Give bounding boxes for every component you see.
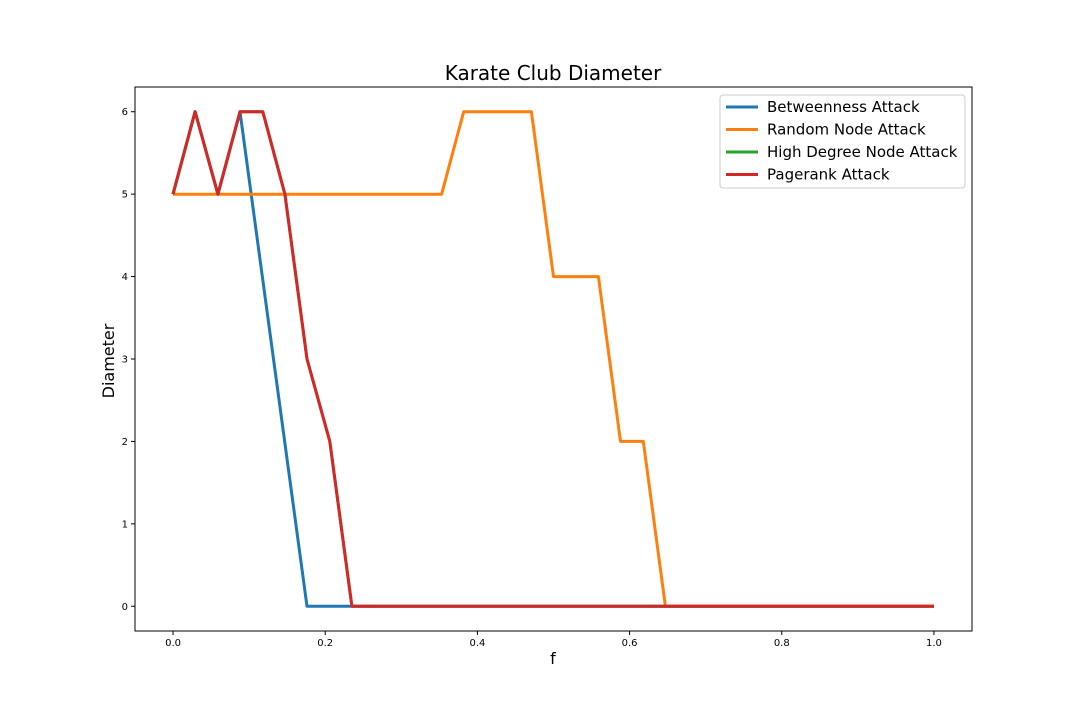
legend-label: Random Node Attack: [767, 121, 926, 139]
y-tick-label: 4: [122, 272, 128, 283]
y-axis-label: Diameter: [99, 323, 118, 398]
legend-label: High Degree Node Attack: [767, 143, 958, 161]
x-tick-label: 0.8: [774, 638, 790, 649]
y-tick-label: 6: [122, 107, 128, 118]
legend-box: [719, 94, 966, 189]
series-line-pagerank-attack: [171, 110, 934, 608]
series-layer: [171, 110, 934, 608]
y-axis: 0 1 2 3 4 5 6: [122, 107, 135, 613]
x-tick-label: 0.6: [622, 638, 638, 649]
legend-label: Pagerank Attack: [767, 166, 890, 184]
x-axis-label: f: [550, 649, 556, 668]
y-tick-label: 3: [122, 355, 128, 366]
x-axis: 0.0 0.2 0.4 0.6 0.8 1.0: [165, 631, 942, 649]
y-tick-label: 0: [122, 602, 128, 613]
series-line-random-node-attack: [173, 110, 934, 608]
y-tick-label: 2: [122, 437, 128, 448]
x-tick-label: 0.2: [317, 638, 333, 649]
y-tick-label: 5: [122, 190, 128, 201]
chart-title: Karate Club Diameter: [445, 61, 662, 85]
legend-label: Betweenness Attack: [767, 98, 920, 116]
x-tick-label: 0.0: [165, 638, 181, 649]
x-tick-label: 1.0: [926, 638, 942, 649]
y-tick-label: 1: [122, 519, 128, 530]
x-tick-label: 0.4: [469, 638, 485, 649]
legend: Betweenness Attack Random Node Attack High…: [719, 94, 966, 189]
